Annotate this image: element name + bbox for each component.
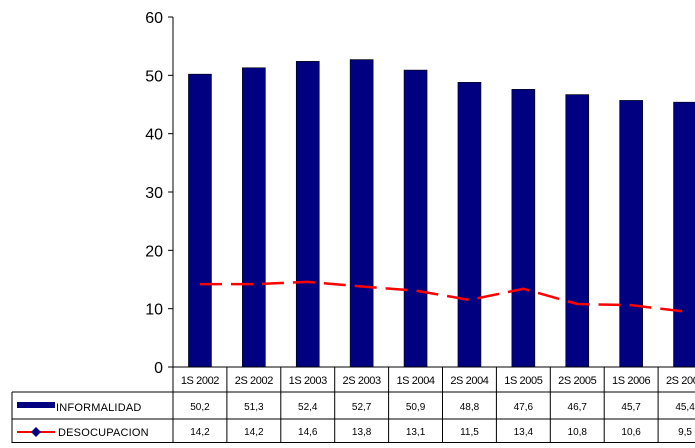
table-value-informalidad: 48,8 <box>460 402 480 413</box>
table-value-desocupacion: 9,5 <box>678 427 692 438</box>
bar <box>188 73 212 368</box>
data-table: 1S 2002 2S 2002 1S 2003 2S 2003 1S 2004 2S 20… <box>11 366 695 443</box>
x-category-label: 1S 2002 <box>181 375 219 387</box>
y-tick-label: 50 <box>145 68 163 85</box>
y-tick-label: 60 <box>145 10 163 27</box>
bar-series <box>188 59 695 368</box>
table-value-informalidad: 45,7 <box>621 402 641 413</box>
table-value-desocupacion: 14,2 <box>244 427 264 438</box>
table-value-informalidad: 45,4 <box>675 402 695 413</box>
x-category-label: 1S 2003 <box>289 375 327 387</box>
bar <box>457 82 482 368</box>
table-value-desocupacion: 14,2 <box>190 427 210 438</box>
y-tick-label: 30 <box>145 185 163 202</box>
bar <box>511 89 536 368</box>
x-category-label: 2S 2006 <box>666 375 695 387</box>
y-tick-label: 0 <box>154 360 163 377</box>
bar <box>242 67 266 368</box>
y-tick-label: 20 <box>145 243 163 260</box>
x-category-label: 1S 2005 <box>504 375 542 387</box>
legend-label-informalidad: INFORMALIDAD <box>56 402 142 414</box>
legend-marker-desocupacion <box>31 427 41 437</box>
bar <box>403 69 428 368</box>
table-value-desocupacion: 13,1 <box>406 427 426 438</box>
table-value-informalidad: 52,4 <box>298 402 318 413</box>
bar <box>349 59 374 368</box>
bar <box>673 101 695 368</box>
table-value-informalidad: 52,7 <box>352 402 372 413</box>
x-category-label: 1S 2004 <box>396 375 434 387</box>
bar <box>619 100 643 368</box>
y-axis: 0 10 20 30 40 50 60 <box>145 10 174 377</box>
x-category-label: 2S 2005 <box>558 375 596 387</box>
table-value-desocupacion: 11,5 <box>460 427 479 438</box>
y-tick-label: 10 <box>145 302 163 319</box>
line-desocupacion <box>199 280 686 313</box>
table-value-desocupacion: 14,6 <box>298 427 318 438</box>
line-series <box>199 280 686 313</box>
legend-swatch-informalidad <box>17 402 55 408</box>
x-category-label: 1S 2006 <box>612 375 650 387</box>
x-category-label: 2S 2002 <box>235 375 273 387</box>
x-category-label: 2S 2004 <box>450 375 488 387</box>
table-value-desocupacion: 10,6 <box>621 427 641 438</box>
table-value-informalidad: 51,3 <box>244 402 264 413</box>
legend-label-desocupacion: DESOCUPACION <box>58 427 149 439</box>
table-value-informalidad: 50,2 <box>190 402 210 413</box>
bar <box>565 94 590 368</box>
table-value-desocupacion: 10,8 <box>568 427 588 438</box>
table-value-desocupacion: 13,8 <box>352 427 372 438</box>
x-category-label: 2S 2003 <box>343 375 381 387</box>
y-tick-label: 40 <box>145 127 163 144</box>
table-value-informalidad: 50,9 <box>406 402 426 413</box>
table-value-desocupacion: 13,4 <box>514 427 534 438</box>
table-value-informalidad: 46,7 <box>568 402 588 413</box>
bar <box>295 61 320 368</box>
table-value-informalidad: 47,6 <box>514 402 534 413</box>
